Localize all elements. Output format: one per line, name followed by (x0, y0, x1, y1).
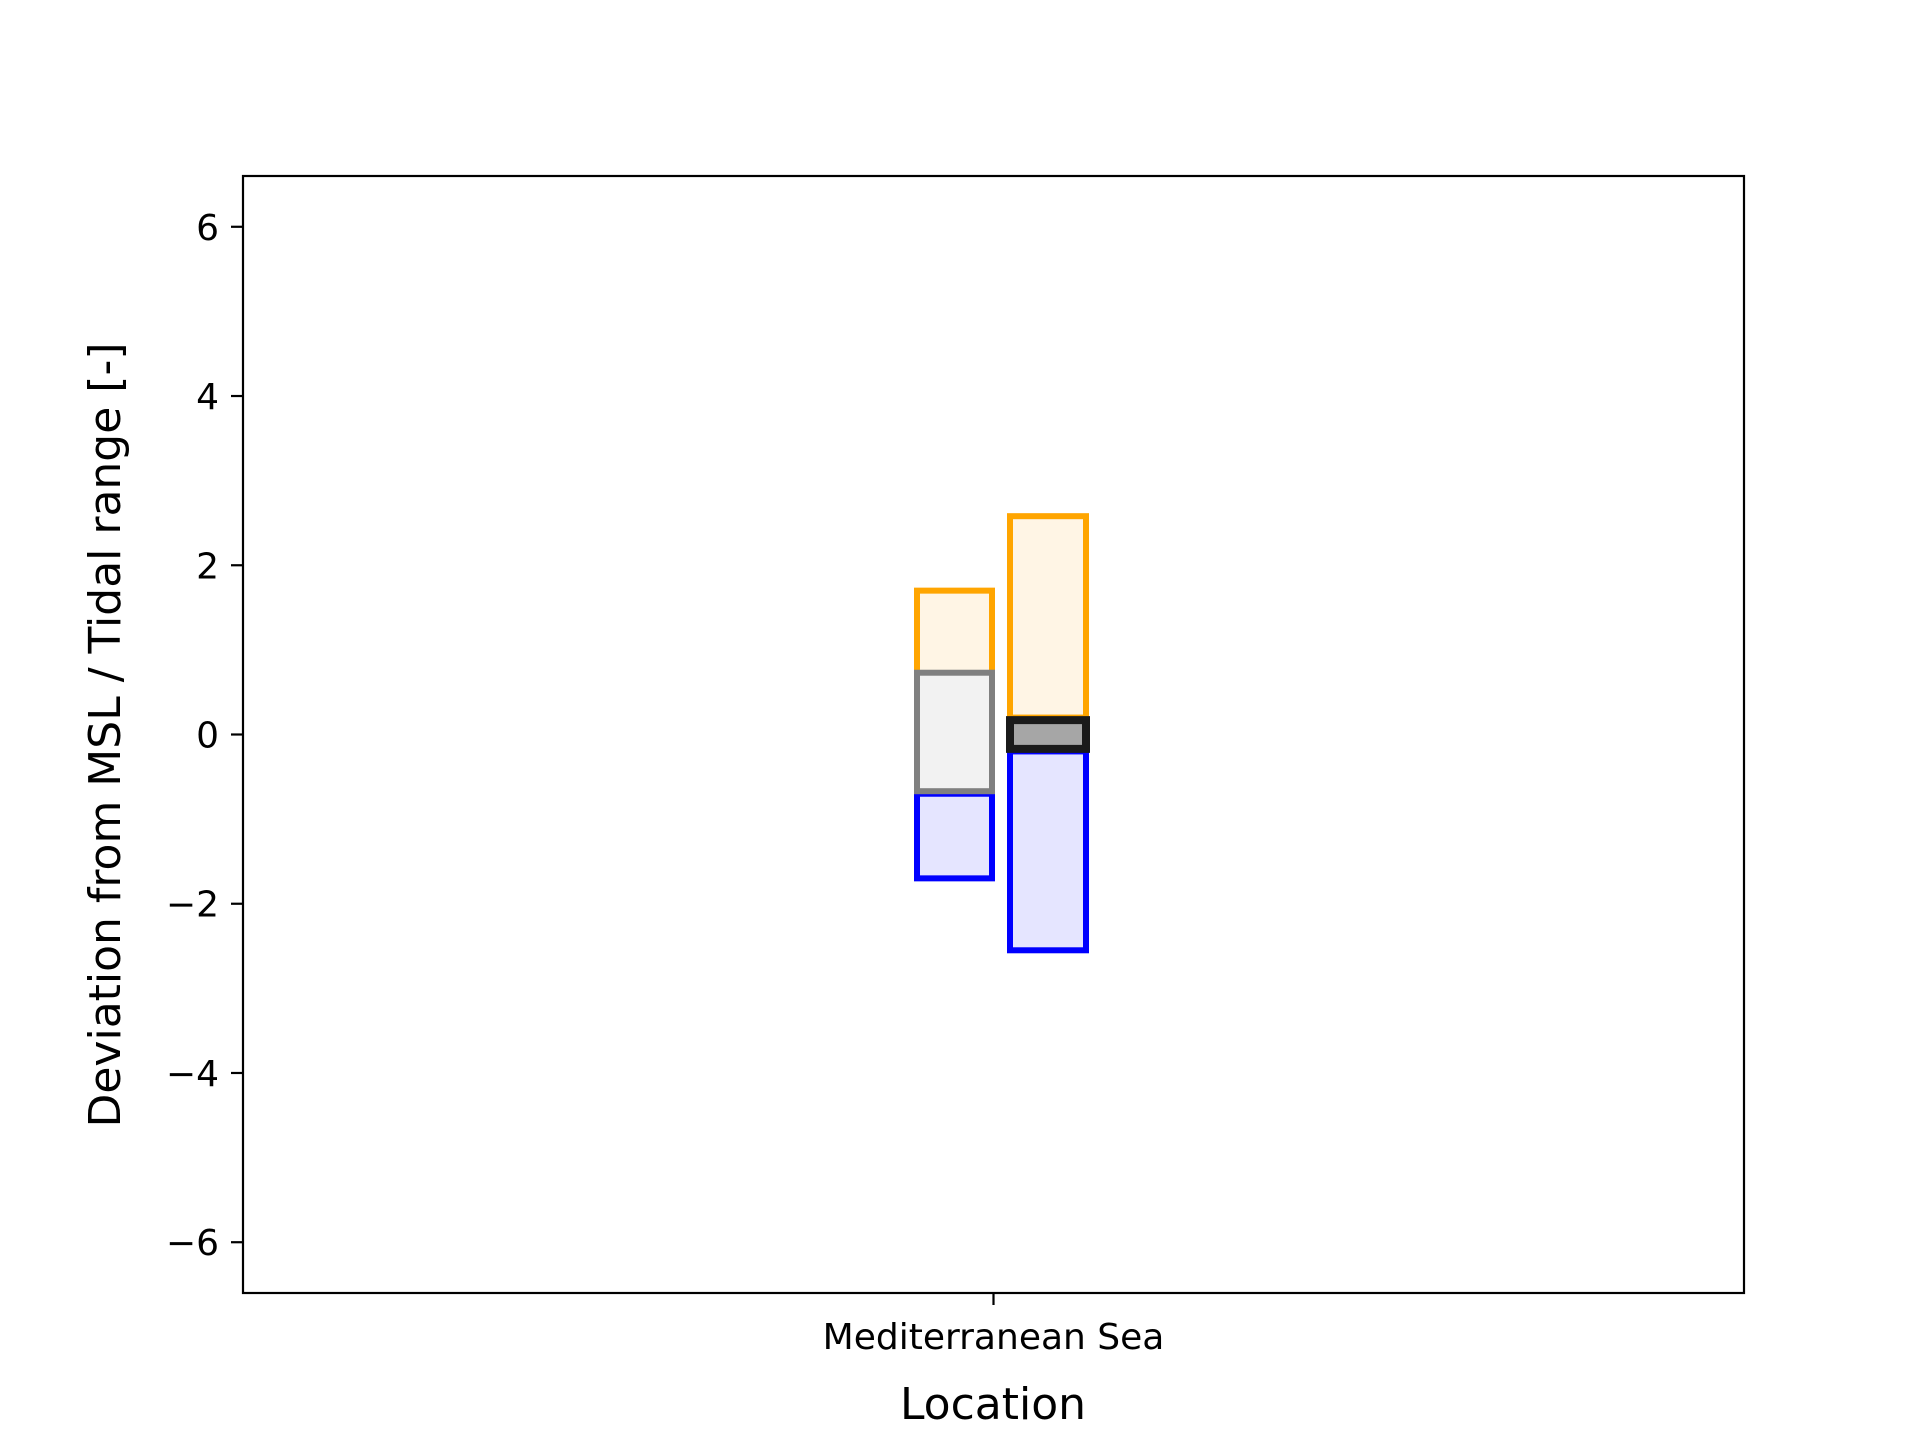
x-axis-label: Location (900, 1379, 1086, 1430)
y-tick-label: −2 (166, 885, 219, 926)
box-group1-upper (914, 587, 995, 679)
y-axis-ticks: 6 4 2 0 −2 −4 −6 (166, 208, 243, 1264)
box-group1-lower (914, 790, 995, 882)
y-tick-label: 2 (196, 546, 219, 587)
x-axis-ticks: Mediterranean Sea (823, 1293, 1165, 1358)
box-group2-lower (1007, 748, 1089, 954)
y-tick-label: 0 (196, 716, 219, 757)
y-tick-label: −4 (166, 1054, 219, 1095)
x-tick-label: Mediterranean Sea (823, 1317, 1165, 1358)
box-group2-upper (1007, 513, 1089, 721)
box-group2-center (1006, 716, 1090, 753)
boxes-layer (914, 513, 1090, 954)
y-axis-label: Deviation from MSL / Tidal range [-] (80, 342, 131, 1127)
y-tick-label: 4 (196, 377, 219, 418)
y-tick-label: 6 (196, 208, 219, 249)
y-tick-label: −6 (166, 1223, 219, 1264)
box-group1-center (914, 669, 995, 795)
